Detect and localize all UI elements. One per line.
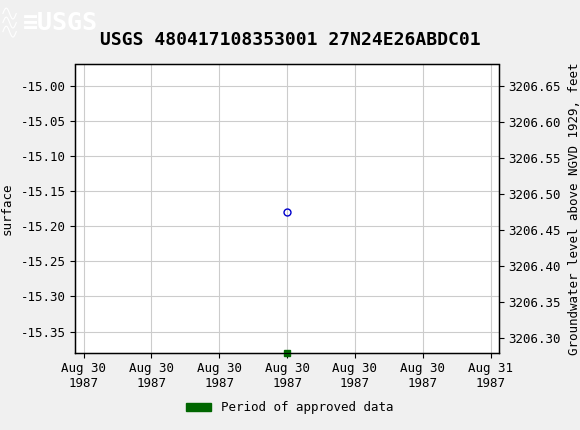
Legend: Period of approved data: Period of approved data [181,396,399,419]
Y-axis label: Depth to water level, feet below land
surface: Depth to water level, feet below land su… [0,70,14,347]
Text: ≡USGS: ≡USGS [23,11,98,34]
Text: USGS 480417108353001 27N24E26ABDC01: USGS 480417108353001 27N24E26ABDC01 [100,31,480,49]
Y-axis label: Groundwater level above NGVD 1929, feet: Groundwater level above NGVD 1929, feet [568,62,580,355]
